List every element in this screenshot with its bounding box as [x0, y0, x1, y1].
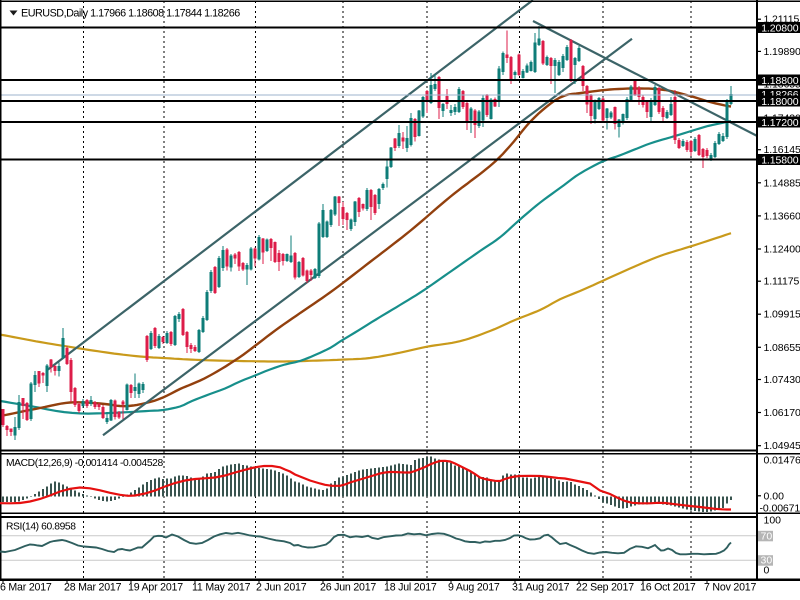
svg-text:1.09915: 1.09915: [764, 309, 800, 321]
svg-text:18 Jul 2017: 18 Jul 2017: [384, 582, 437, 594]
svg-text:RSI(14) 60.8958: RSI(14) 60.8958: [6, 522, 76, 533]
svg-text:MACD(12,26,9) -0.001414 -0.004: MACD(12,26,9) -0.001414 -0.004528: [6, 458, 163, 469]
svg-text:1.07430: 1.07430: [764, 374, 800, 386]
svg-text:11 May 2017: 11 May 2017: [192, 582, 251, 594]
svg-text:2 Jun 2017: 2 Jun 2017: [256, 582, 307, 594]
svg-text:100: 100: [764, 515, 782, 527]
svg-text:1.17200: 1.17200: [761, 117, 799, 129]
svg-text:0.014763: 0.014763: [764, 455, 800, 467]
svg-text:6 Mar 2017: 6 Mar 2017: [0, 582, 52, 594]
svg-text:1.15800: 1.15800: [761, 154, 799, 166]
svg-text:1.11175: 1.11175: [764, 276, 800, 288]
svg-text:19 Apr 2017: 19 Apr 2017: [128, 582, 183, 594]
svg-text:28 Mar 2017: 28 Mar 2017: [64, 582, 122, 594]
svg-text:30: 30: [761, 555, 773, 567]
svg-text:70: 70: [761, 530, 773, 542]
svg-text:1.14885: 1.14885: [764, 177, 800, 189]
svg-text:22 Sep 2017: 22 Sep 2017: [576, 582, 634, 594]
svg-text:1.18000: 1.18000: [761, 96, 799, 108]
svg-text:1.13660: 1.13660: [764, 210, 800, 222]
svg-text:1.06170: 1.06170: [764, 407, 800, 419]
svg-text:1.18800: 1.18800: [761, 75, 799, 87]
svg-text:7 Nov 2017: 7 Nov 2017: [704, 582, 756, 594]
svg-text:1.08655: 1.08655: [764, 342, 800, 354]
svg-text:16 Oct 2017: 16 Oct 2017: [640, 582, 696, 594]
svg-text:1.04945: 1.04945: [764, 440, 800, 452]
svg-text:9 Aug 2017: 9 Aug 2017: [448, 582, 500, 594]
svg-text:31 Aug 2017: 31 Aug 2017: [512, 582, 570, 594]
svg-text:1.19890: 1.19890: [764, 46, 800, 58]
svg-text:-0.006713: -0.006713: [760, 503, 800, 515]
svg-text:0: 0: [764, 565, 770, 577]
svg-text:1.12400: 1.12400: [764, 244, 800, 256]
svg-text:26 Jun 2017: 26 Jun 2017: [320, 582, 376, 594]
svg-text:1.16145: 1.16145: [764, 144, 800, 156]
svg-text:EURUSD,Daily 1.17966 1.18608: EURUSD,Daily 1.17966 1.18608 1.17844 1.1…: [21, 8, 240, 20]
svg-text:0.00: 0.00: [764, 491, 785, 503]
svg-text:1.20800: 1.20800: [761, 22, 799, 34]
